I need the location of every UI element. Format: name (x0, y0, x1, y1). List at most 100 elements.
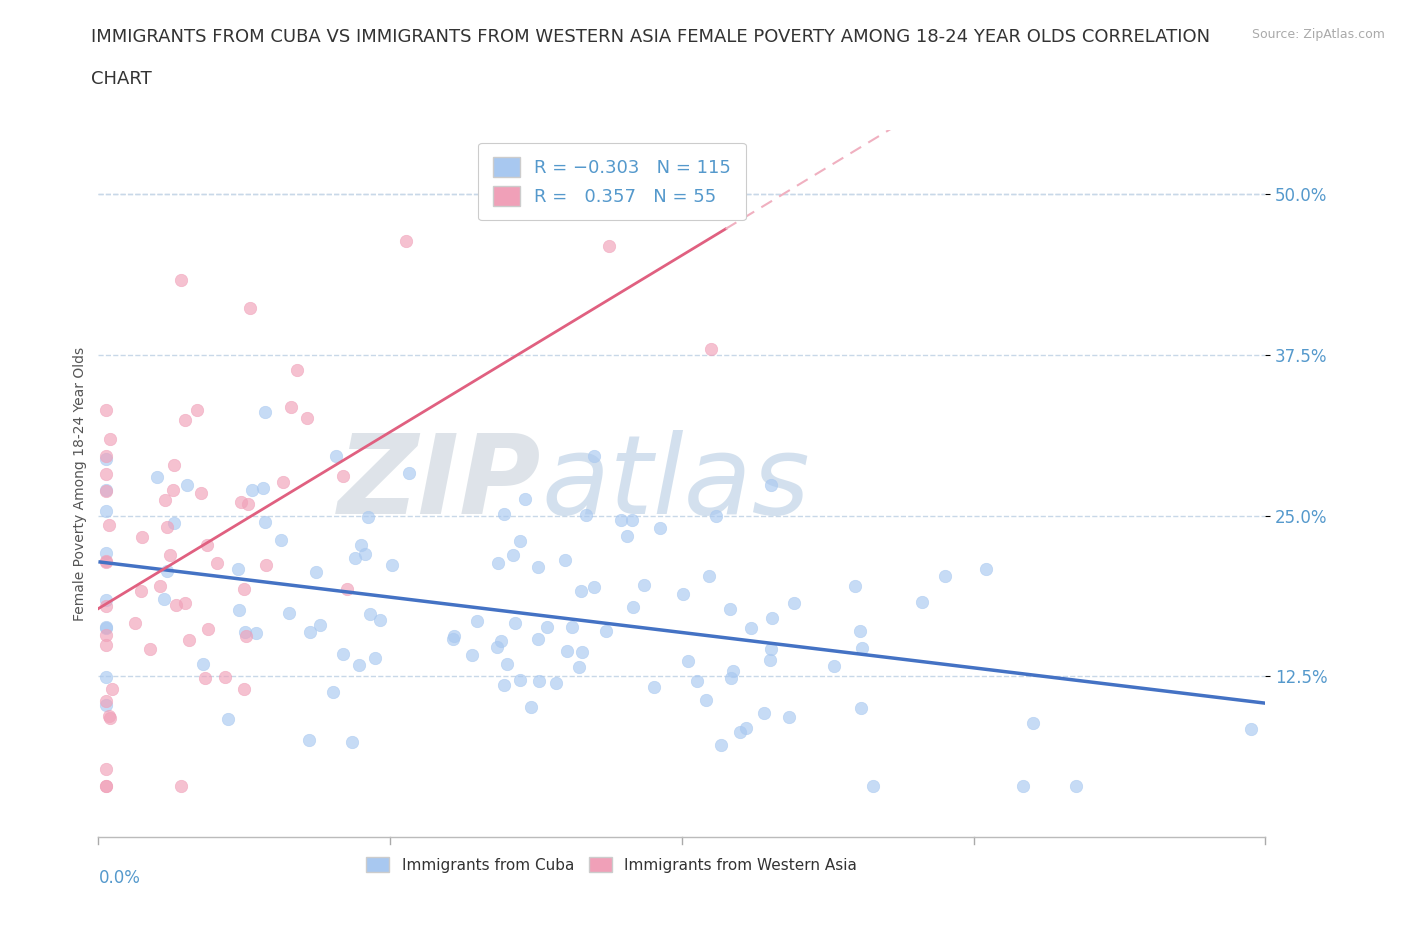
Point (754, 706, 776, 721)
Point (350, 538, 373, 552)
Point (546, 675, 568, 690)
Point (233, 682, 256, 697)
Point (159, 548, 181, 563)
Point (305, 565, 328, 580)
Point (146, 470, 169, 485)
Point (461, 647, 484, 662)
Point (155, 564, 177, 578)
Point (502, 548, 524, 563)
Point (844, 578, 866, 593)
Point (1022, 715, 1045, 730)
Point (271, 475, 294, 490)
Point (598, 238, 620, 253)
Point (359, 607, 381, 622)
Point (94, 546, 117, 561)
Point (368, 613, 391, 628)
Point (214, 670, 236, 684)
Point (270, 532, 292, 547)
Point (974, 561, 997, 576)
Point (509, 534, 531, 549)
Point (139, 642, 162, 657)
Point (94, 403, 117, 418)
Point (156, 520, 179, 535)
Point (295, 410, 318, 425)
Point (609, 512, 631, 527)
Point (848, 624, 870, 639)
Point (911, 595, 934, 610)
Point (357, 510, 380, 525)
Point (94, 448, 117, 463)
Point (129, 583, 152, 598)
Legend: Immigrants from Cuba, Immigrants from Western Asia: Immigrants from Cuba, Immigrants from We… (360, 851, 863, 879)
Point (98, 708, 121, 723)
Point (515, 492, 537, 507)
Point (228, 603, 250, 618)
Point (94, 483, 117, 498)
Point (1240, 722, 1263, 737)
Point (494, 678, 516, 693)
Point (94, 628, 117, 643)
Point (336, 581, 359, 596)
Point (465, 614, 488, 629)
Point (177, 632, 200, 647)
Point (347, 658, 370, 672)
Point (575, 507, 598, 522)
Point (98, 711, 121, 725)
Point (520, 700, 543, 715)
Point (441, 631, 464, 646)
Point (554, 553, 576, 568)
Point (94, 555, 117, 570)
Text: 0.0%: 0.0% (98, 869, 141, 887)
Point (700, 341, 723, 356)
Text: atlas: atlas (541, 430, 810, 538)
Point (583, 579, 606, 594)
Point (759, 477, 782, 492)
Point (486, 639, 509, 654)
Point (195, 538, 218, 552)
Point (124, 615, 146, 630)
Point (761, 642, 783, 657)
Point (298, 733, 321, 748)
Point (94, 778, 117, 793)
Point (364, 650, 387, 665)
Point (723, 664, 745, 679)
Point (100, 682, 122, 697)
Point (153, 493, 176, 508)
Y-axis label: Female Poverty Among 18-24 Year Olds: Female Poverty Among 18-24 Year Olds (73, 347, 87, 620)
Point (94, 778, 117, 793)
Point (94, 503, 117, 518)
Point (94, 451, 117, 466)
Point (197, 621, 219, 636)
Point (176, 477, 198, 492)
Point (98, 432, 121, 446)
Point (503, 616, 526, 631)
Point (174, 412, 197, 427)
Point (236, 497, 259, 512)
Point (325, 448, 347, 463)
Point (94, 619, 117, 634)
Point (239, 300, 262, 315)
Point (1012, 778, 1035, 793)
Point (783, 595, 806, 610)
Point (718, 602, 741, 617)
Point (395, 233, 418, 248)
Point (695, 693, 717, 708)
Point (354, 547, 377, 562)
Point (232, 581, 254, 596)
Point (231, 495, 253, 510)
Point (252, 481, 274, 496)
Point (728, 724, 751, 739)
Point (568, 660, 591, 675)
Point (322, 684, 344, 699)
Point (170, 778, 193, 793)
Point (509, 672, 531, 687)
Point (235, 629, 257, 644)
Point (778, 710, 800, 724)
Point (704, 509, 727, 524)
Point (555, 644, 578, 658)
Point (163, 515, 186, 530)
Point (94, 467, 117, 482)
Point (735, 721, 758, 736)
Point (492, 507, 515, 522)
Point (162, 482, 184, 497)
